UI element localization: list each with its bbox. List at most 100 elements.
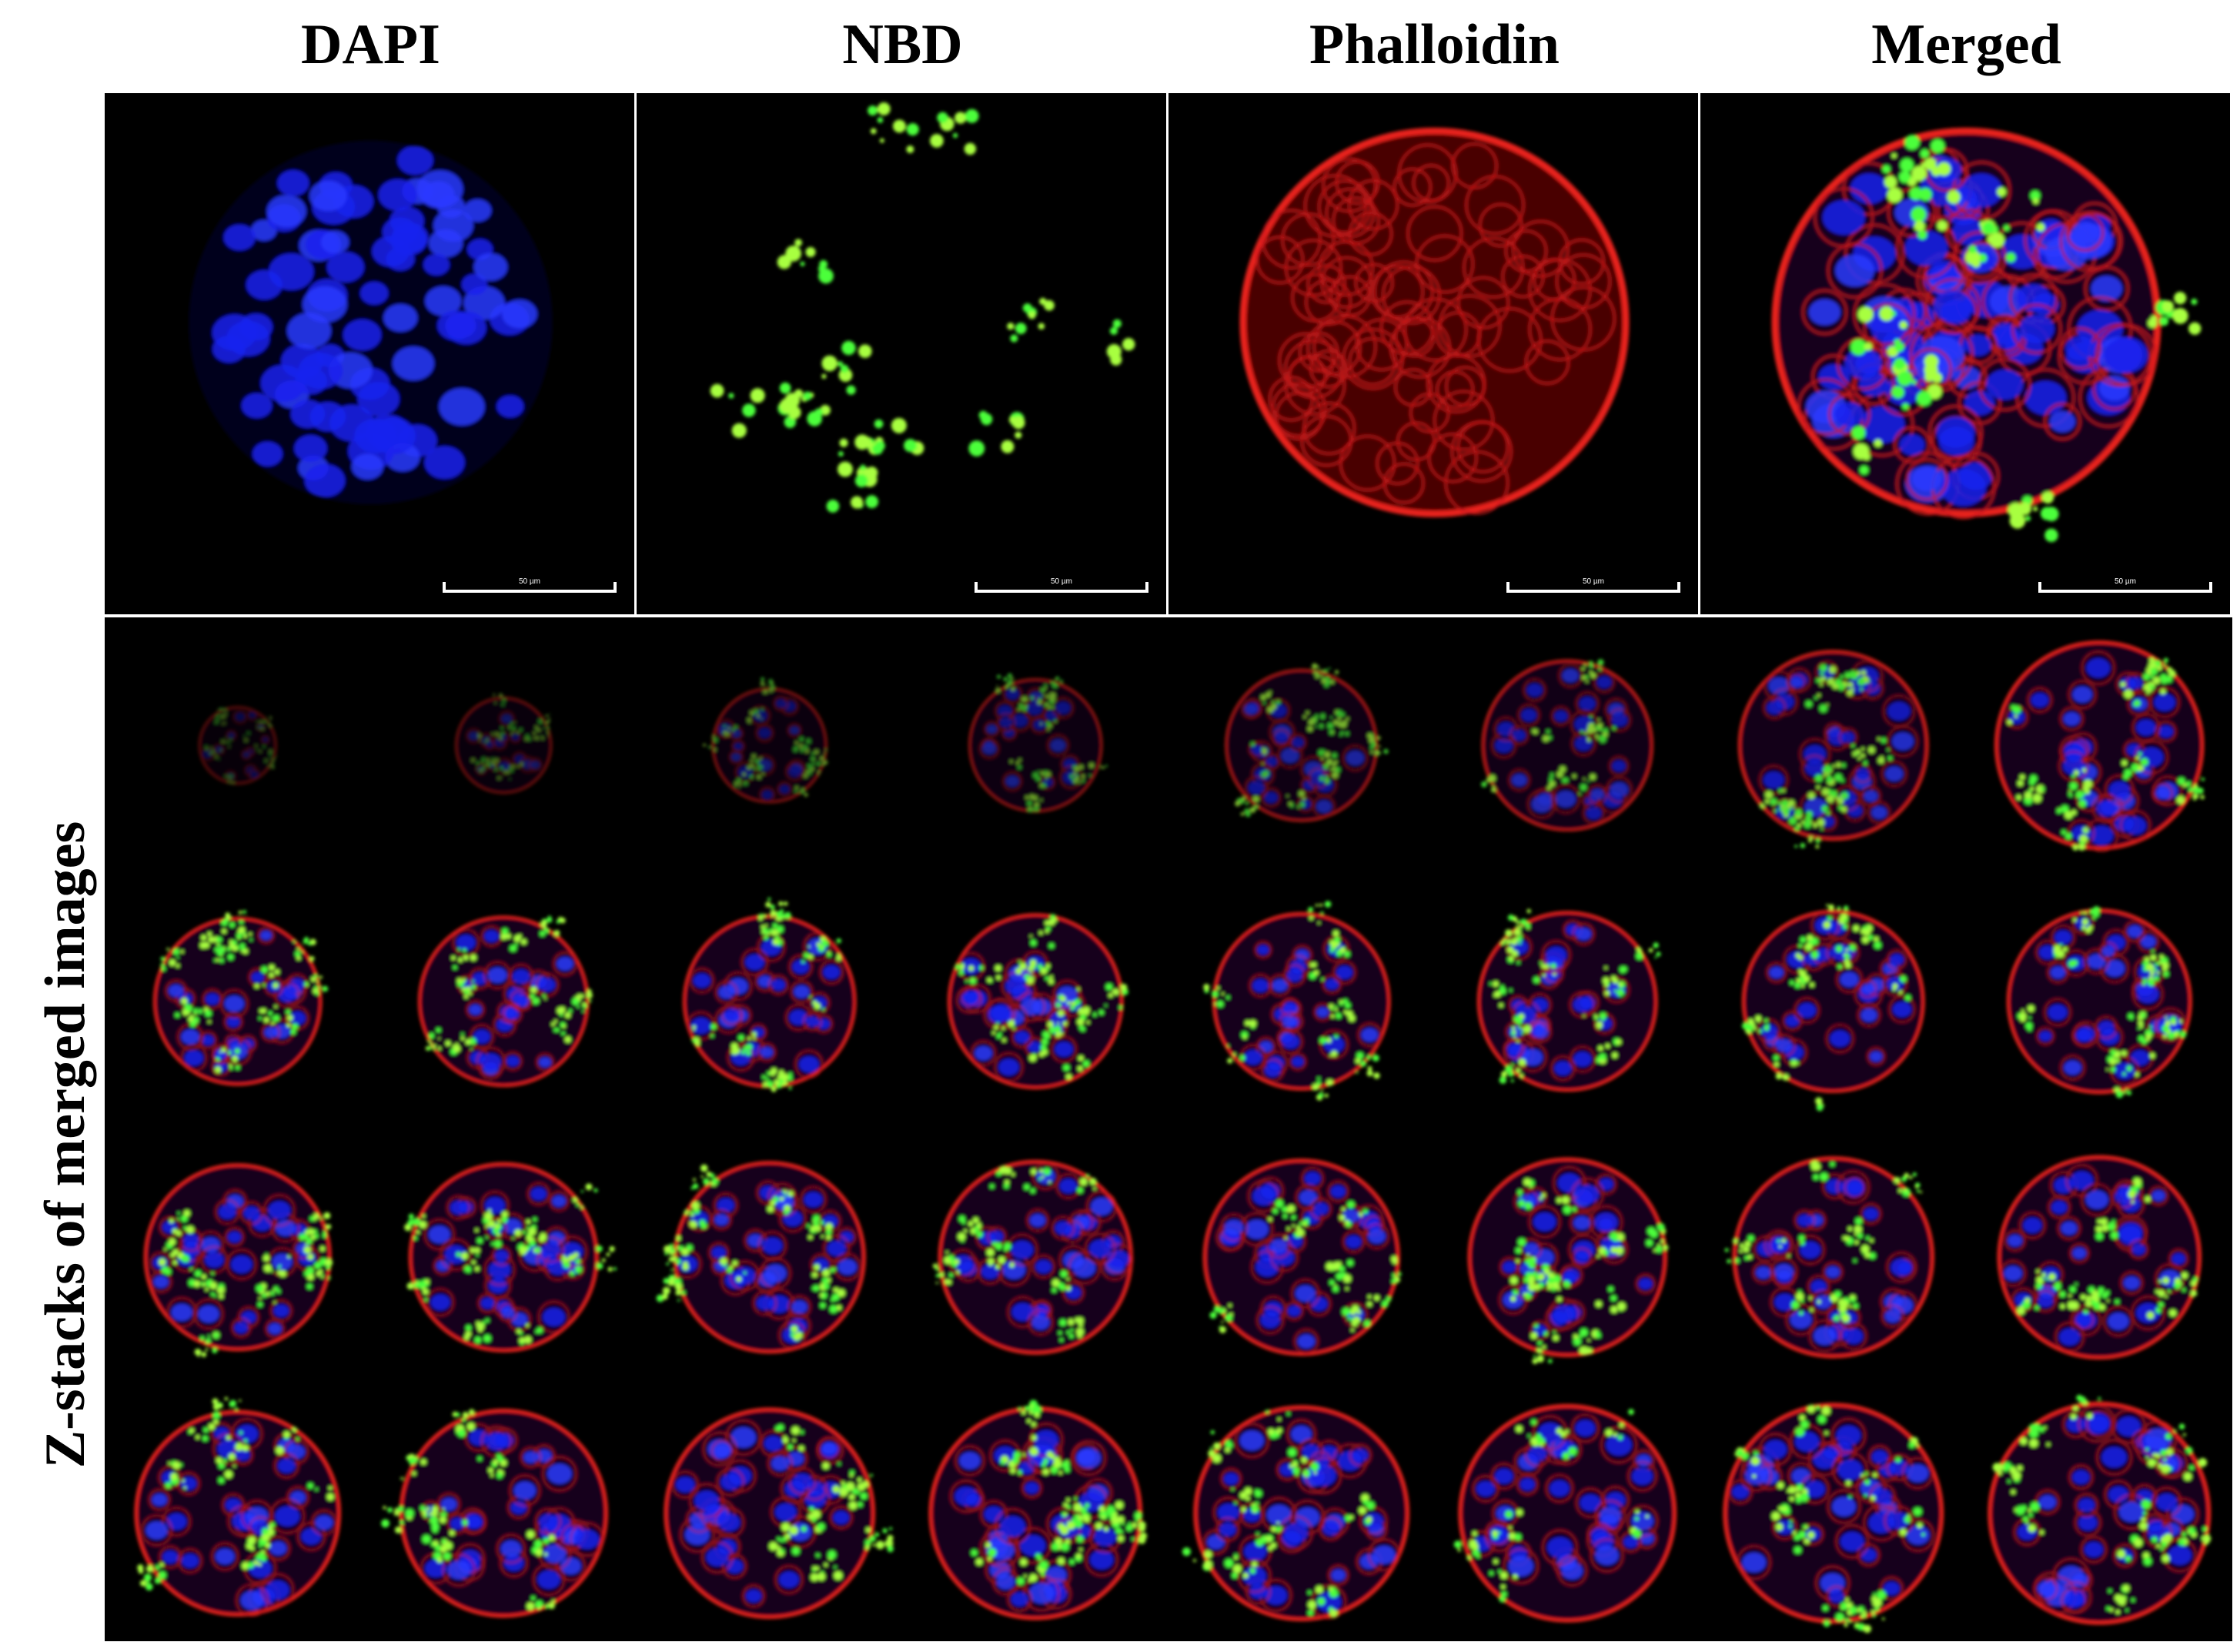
lipid-speck xyxy=(1042,1031,1050,1038)
lipid-speck xyxy=(2146,1311,2155,1319)
lipid-speck xyxy=(553,1019,557,1023)
nucleus xyxy=(791,1300,807,1314)
lipid-speck xyxy=(553,930,560,937)
lipid-speck xyxy=(2143,684,2151,691)
lipid-speck xyxy=(1978,253,1987,263)
lipid-speck xyxy=(610,1249,613,1252)
lipid-speck xyxy=(827,951,830,954)
lipid-speck xyxy=(169,959,176,966)
lipid-speck xyxy=(682,1263,689,1271)
lipid-speck xyxy=(1340,1272,1346,1278)
lipid-speck xyxy=(906,123,919,136)
lipid-speck xyxy=(1648,948,1653,953)
lipid-speck xyxy=(1350,1318,1354,1322)
lipid-speck xyxy=(2030,787,2034,791)
nucleus xyxy=(1310,1465,1336,1486)
lipid-speck xyxy=(1061,1461,1070,1469)
lipid-speck xyxy=(500,727,503,730)
nucleus xyxy=(988,1005,1009,1023)
cell-membrane xyxy=(1857,1003,1881,1027)
lipid-speck xyxy=(944,1279,949,1285)
nucleus xyxy=(1554,1061,1572,1075)
lipid-speck xyxy=(1118,1005,1123,1010)
lipid-speck xyxy=(1303,715,1307,719)
lipid-speck xyxy=(186,1005,192,1012)
lipid-speck xyxy=(1312,663,1318,670)
lipid-speck xyxy=(964,1229,968,1233)
lipid-speck xyxy=(1796,978,1801,983)
cell-membrane xyxy=(1867,1047,1886,1066)
lipid-speck xyxy=(314,1233,319,1239)
actin-outline xyxy=(2006,908,2192,1095)
lipid-speck xyxy=(465,1325,472,1331)
cell-membrane xyxy=(2036,1027,2054,1045)
lipid-speck xyxy=(1803,975,1810,982)
nucleus xyxy=(764,1436,783,1452)
nucleus xyxy=(180,1476,197,1490)
lipid-speck xyxy=(1058,1465,1062,1469)
nucleus xyxy=(1313,1202,1329,1216)
lipid-speck xyxy=(1615,1246,1623,1255)
lipid-speck xyxy=(514,942,518,946)
lipid-speck xyxy=(808,954,814,960)
lipid-speck xyxy=(1892,983,1898,989)
lipid-speck xyxy=(1826,794,1834,803)
lipid-speck xyxy=(491,760,495,764)
nucleus xyxy=(1790,1310,1812,1329)
lipid-speck xyxy=(407,1219,415,1226)
lipid-speck xyxy=(1076,1553,1082,1559)
cell-membrane xyxy=(1068,1252,1101,1284)
lipid-speck xyxy=(803,744,808,750)
cell-membrane xyxy=(1978,358,2031,411)
cell-membrane xyxy=(1752,1262,1774,1284)
lipid-speck xyxy=(700,1175,704,1179)
lipid-speck xyxy=(436,1557,443,1563)
lipid-speck xyxy=(543,1537,550,1544)
lipid-speck xyxy=(1306,711,1309,715)
lipid-speck xyxy=(165,1482,172,1489)
lipid-speck xyxy=(1550,773,1554,778)
lipid-speck xyxy=(546,720,550,724)
cell-membrane xyxy=(528,758,542,772)
lipid-speck xyxy=(213,1419,219,1425)
cell-membrane xyxy=(1031,1162,1059,1190)
lipid-speck xyxy=(723,725,726,728)
lipid-speck xyxy=(2121,760,2128,766)
lipid-speck xyxy=(1265,1410,1269,1414)
cell-membrane xyxy=(714,1507,745,1538)
lipid-speck xyxy=(809,765,813,770)
nucleus xyxy=(1035,1259,1052,1273)
lipid-speck xyxy=(817,773,821,776)
lipid-speck xyxy=(1309,962,1314,968)
nucleus xyxy=(1107,1249,1129,1268)
lipid-speck xyxy=(849,1470,854,1475)
lipid-speck xyxy=(1093,1187,1096,1190)
nucleus xyxy=(2039,1031,2052,1042)
lipid-speck xyxy=(1507,915,1514,921)
lipid-speck xyxy=(1543,1331,1548,1336)
nucleus xyxy=(2038,1295,2054,1308)
lipid-speck xyxy=(972,1217,979,1223)
nucleus xyxy=(480,1297,495,1309)
cell-membrane xyxy=(1271,382,1327,437)
nucleus xyxy=(1506,1043,1521,1055)
lipid-speck xyxy=(1076,988,1080,992)
spheroid xyxy=(1480,659,1654,832)
panel-image xyxy=(637,93,1166,614)
lipid-speck xyxy=(789,1526,798,1535)
cell-membrane xyxy=(701,1541,734,1573)
nucleus xyxy=(986,724,998,734)
lipid-speck xyxy=(1320,1089,1323,1092)
lipid-speck xyxy=(2012,705,2021,714)
nucleus xyxy=(1933,289,1973,323)
lipid-speck xyxy=(771,1086,777,1092)
lipid-speck xyxy=(1065,1074,1072,1080)
lipid-speck xyxy=(211,1272,214,1276)
lipid-speck xyxy=(199,941,206,949)
lipid-speck xyxy=(769,1072,773,1075)
lipid-speck xyxy=(1968,246,1977,253)
nucleus xyxy=(494,1250,509,1262)
nucleus xyxy=(487,967,507,983)
lipid-speck xyxy=(1758,1029,1763,1033)
lipid-speck xyxy=(841,340,856,356)
